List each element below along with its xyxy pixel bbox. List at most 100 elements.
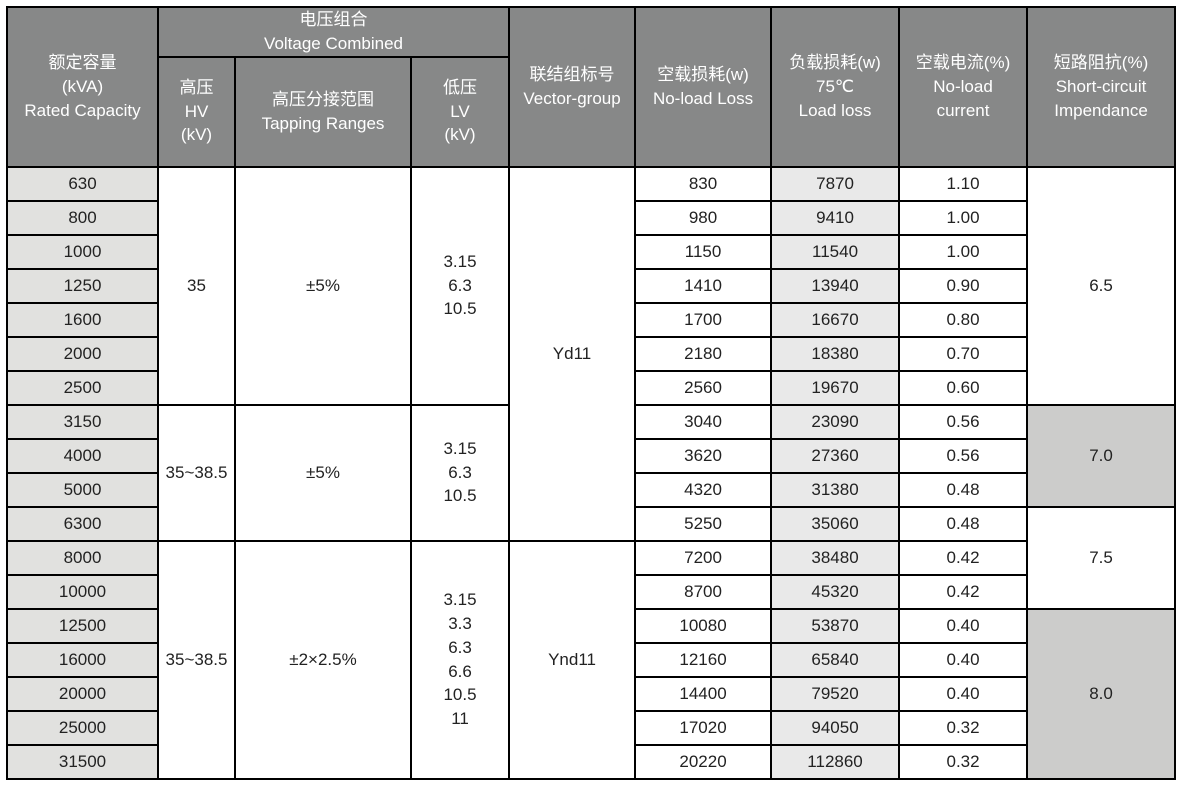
cell-capacity: 800 [7, 201, 158, 235]
cell-capacity: 20000 [7, 677, 158, 711]
cell-nll: 10080 [635, 609, 771, 643]
th-lv: 低压 LV (kV) [411, 57, 509, 167]
cell-capacity: 12500 [7, 609, 158, 643]
cell-ll: 65840 [771, 643, 899, 677]
cell-nlc: 1.10 [899, 167, 1027, 201]
cell-nlc: 0.48 [899, 507, 1027, 541]
cell-hv: 35 [158, 167, 235, 405]
cell-capacity: 1000 [7, 235, 158, 269]
cell-nll: 3040 [635, 405, 771, 439]
cell-nll: 3620 [635, 439, 771, 473]
cell-nll: 5250 [635, 507, 771, 541]
cell-sc: 7.0 [1027, 405, 1175, 507]
cell-nll: 1410 [635, 269, 771, 303]
cell-nll: 20220 [635, 745, 771, 779]
cell-nll: 830 [635, 167, 771, 201]
cell-nll: 1150 [635, 235, 771, 269]
transformer-spec-table: 额定容量 (kVA) Rated Capacity 电压组合 Voltage C… [6, 6, 1176, 780]
cell-hv: 35~38.5 [158, 541, 235, 779]
cell-ll: 79520 [771, 677, 899, 711]
cell-capacity: 3150 [7, 405, 158, 439]
cell-capacity: 1600 [7, 303, 158, 337]
cell-vector: Ynd11 [509, 541, 635, 779]
cell-ll: 112860 [771, 745, 899, 779]
cell-nll: 980 [635, 201, 771, 235]
cell-nll: 2180 [635, 337, 771, 371]
cell-ll: 13940 [771, 269, 899, 303]
cell-nlc: 0.32 [899, 711, 1027, 745]
cell-ll: 53870 [771, 609, 899, 643]
cell-nll: 2560 [635, 371, 771, 405]
th-tapping: 高压分接范围 Tapping Ranges [235, 57, 411, 167]
cell-nll: 14400 [635, 677, 771, 711]
cell-nlc: 0.32 [899, 745, 1027, 779]
cell-tapping: ±5% [235, 167, 411, 405]
cell-capacity: 10000 [7, 575, 158, 609]
cell-ll: 7870 [771, 167, 899, 201]
cell-ll: 19670 [771, 371, 899, 405]
th-short-circuit: 短路阻抗(%) Short-circuit Impendance [1027, 7, 1175, 167]
cell-lv: 3.15 6.3 10.5 [411, 167, 509, 405]
cell-nlc: 0.48 [899, 473, 1027, 507]
cell-capacity: 5000 [7, 473, 158, 507]
cell-nlc: 0.90 [899, 269, 1027, 303]
cell-lv: 3.15 6.3 10.5 [411, 405, 509, 541]
th-no-load-loss: 空载损耗(w) No-load Loss [635, 7, 771, 167]
th-no-load-current: 空载电流(%) No-load current [899, 7, 1027, 167]
cell-ll: 18380 [771, 337, 899, 371]
cell-ll: 9410 [771, 201, 899, 235]
cell-nlc: 0.42 [899, 541, 1027, 575]
cell-nlc: 0.40 [899, 609, 1027, 643]
cell-capacity: 1250 [7, 269, 158, 303]
cell-nlc: 0.56 [899, 405, 1027, 439]
cell-capacity: 31500 [7, 745, 158, 779]
th-hv: 高压 HV (kV) [158, 57, 235, 167]
cell-capacity: 2500 [7, 371, 158, 405]
th-voltage-combined: 电压组合 Voltage Combined [158, 7, 509, 57]
cell-nlc: 0.70 [899, 337, 1027, 371]
cell-nll: 1700 [635, 303, 771, 337]
th-vector-group: 联结组标号 Vector-group [509, 7, 635, 167]
cell-ll: 23090 [771, 405, 899, 439]
cell-hv: 35~38.5 [158, 405, 235, 541]
cell-capacity: 4000 [7, 439, 158, 473]
cell-nlc: 0.60 [899, 371, 1027, 405]
cell-tapping: ±2×2.5% [235, 541, 411, 779]
cell-tapping: ±5% [235, 405, 411, 541]
cell-nll: 17020 [635, 711, 771, 745]
cell-nlc: 0.40 [899, 677, 1027, 711]
cell-nll: 4320 [635, 473, 771, 507]
cell-ll: 27360 [771, 439, 899, 473]
cell-ll: 45320 [771, 575, 899, 609]
table-row: 630 35 ±5% 3.15 6.3 10.5 Yd11 830 7870 1… [7, 167, 1175, 201]
cell-nll: 12160 [635, 643, 771, 677]
cell-sc: 7.5 [1027, 507, 1175, 609]
cell-nlc: 0.42 [899, 575, 1027, 609]
cell-sc: 8.0 [1027, 609, 1175, 779]
cell-ll: 11540 [771, 235, 899, 269]
cell-ll: 31380 [771, 473, 899, 507]
cell-capacity: 2000 [7, 337, 158, 371]
cell-lv: 3.15 3.3 6.3 6.6 10.5 11 [411, 541, 509, 779]
cell-capacity: 16000 [7, 643, 158, 677]
cell-capacity: 8000 [7, 541, 158, 575]
cell-nlc: 0.40 [899, 643, 1027, 677]
cell-sc: 6.5 [1027, 167, 1175, 405]
cell-nll: 8700 [635, 575, 771, 609]
table-row: 8000 35~38.5 ±2×2.5% 3.15 3.3 6.3 6.6 10… [7, 541, 1175, 575]
cell-nlc: 0.56 [899, 439, 1027, 473]
cell-capacity: 630 [7, 167, 158, 201]
cell-ll: 94050 [771, 711, 899, 745]
cell-vector: Yd11 [509, 167, 635, 541]
cell-capacity: 25000 [7, 711, 158, 745]
cell-ll: 16670 [771, 303, 899, 337]
cell-capacity: 6300 [7, 507, 158, 541]
cell-ll: 35060 [771, 507, 899, 541]
th-rated-capacity: 额定容量 (kVA) Rated Capacity [7, 7, 158, 167]
cell-ll: 38480 [771, 541, 899, 575]
th-load-loss: 负载损耗(w) 75℃ Load loss [771, 7, 899, 167]
cell-nlc: 1.00 [899, 235, 1027, 269]
cell-nlc: 0.80 [899, 303, 1027, 337]
cell-nlc: 1.00 [899, 201, 1027, 235]
cell-nll: 7200 [635, 541, 771, 575]
